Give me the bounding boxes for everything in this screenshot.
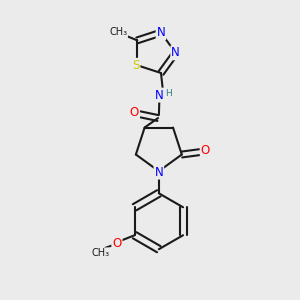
Text: O: O — [130, 106, 139, 119]
Text: S: S — [132, 59, 140, 72]
Text: N: N — [154, 166, 163, 178]
Text: O: O — [201, 145, 210, 158]
Text: N: N — [155, 88, 164, 102]
Text: H: H — [166, 89, 172, 98]
Text: CH₃: CH₃ — [92, 248, 110, 258]
Text: N: N — [157, 26, 165, 39]
Text: CH₃: CH₃ — [110, 27, 128, 38]
Text: N: N — [171, 46, 180, 59]
Text: O: O — [112, 237, 122, 250]
